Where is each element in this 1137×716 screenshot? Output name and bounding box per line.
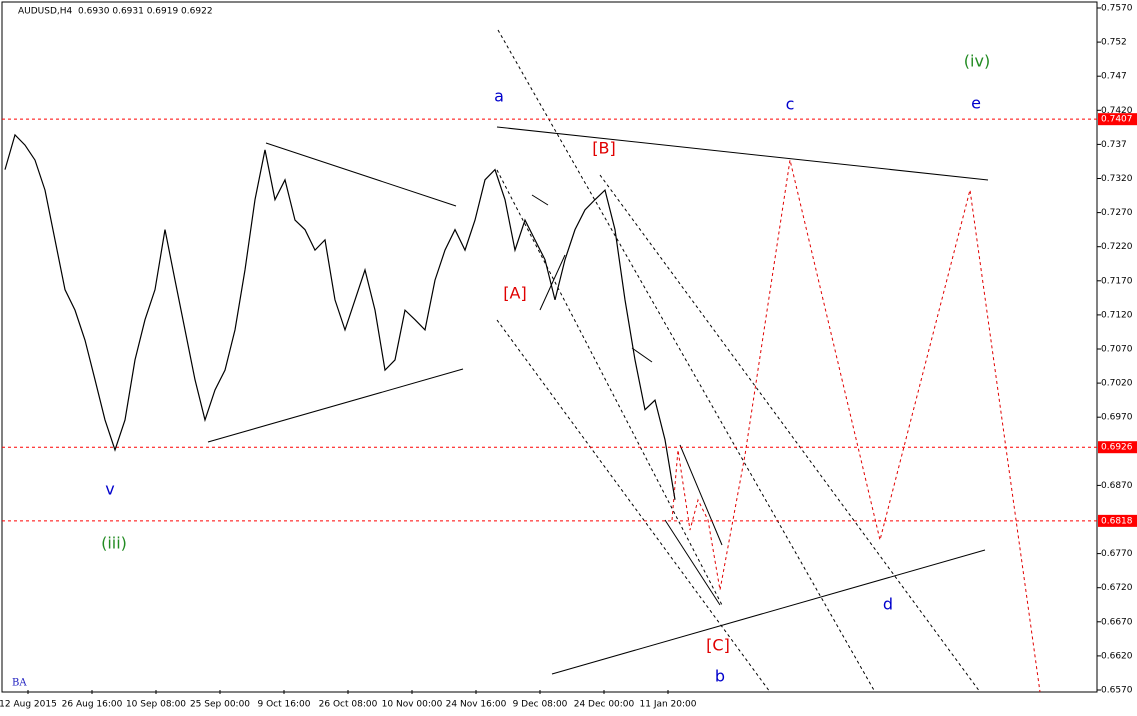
level-box xyxy=(1098,514,1137,527)
y-tick-label: 0.7170 xyxy=(1101,276,1133,286)
y-tick-label: 0.6570 xyxy=(1101,686,1133,696)
level-label: 0.6926 xyxy=(1101,443,1133,453)
y-tick-label: 0.6720 xyxy=(1101,583,1133,593)
wave-label: [A] xyxy=(503,284,526,303)
level-label: 0.7407 xyxy=(1101,115,1133,125)
y-tick-label: 0.7120 xyxy=(1101,310,1133,320)
wave-label: c xyxy=(786,95,795,114)
price-line xyxy=(4,133,676,500)
y-tick-label: 0.6620 xyxy=(1101,651,1133,661)
wave-label: a xyxy=(494,87,504,106)
y-tick-label: 0.7320 xyxy=(1101,174,1133,184)
x-tick-label: 25 Sep 00:00 xyxy=(190,700,250,710)
y-tick-label: 0.7570 xyxy=(1101,4,1133,14)
wave-label: [B] xyxy=(592,139,615,158)
x-tick-label: 10 Nov 00:00 xyxy=(382,700,443,710)
x-tick-label: 26 Aug 16:00 xyxy=(62,700,123,710)
wave-label: [C] xyxy=(706,636,730,655)
plot-frame xyxy=(1,1,1098,693)
wave-label: v xyxy=(105,480,114,499)
level-label: 0.6818 xyxy=(1101,516,1133,526)
wave-label: d xyxy=(883,595,893,614)
wave-label: (iv) xyxy=(964,52,990,71)
x-tick-label: 9 Oct 16:00 xyxy=(258,700,311,710)
x-tick-label: 26 Oct 08:00 xyxy=(319,700,378,710)
y-tick-label: 0.752 xyxy=(1101,38,1127,48)
y-tick-label: 0.737 xyxy=(1101,140,1127,150)
y-tick-label: 0.7020 xyxy=(1101,379,1133,389)
watermark: BA xyxy=(12,678,27,689)
x-tick-label: 24 Dec 00:00 xyxy=(574,700,635,710)
y-tick-label: 0.6970 xyxy=(1101,413,1133,423)
y-tick-label: 0.747 xyxy=(1101,72,1127,82)
wave-label: b xyxy=(715,667,725,686)
x-tick-label: 10 Sep 08:00 xyxy=(126,700,186,710)
y-tick-label: 0.7420 xyxy=(1101,106,1133,116)
quote: 0.6930 0.6931 0.6919 0.6922 xyxy=(78,7,213,17)
y-tick-label: 0.6870 xyxy=(1101,481,1133,491)
y-tick-label: 0.7070 xyxy=(1101,345,1133,355)
y-tick-label: 0.7270 xyxy=(1101,208,1133,218)
y-tick-label: 0.6770 xyxy=(1101,549,1133,559)
y-tick-label: 0.7220 xyxy=(1101,242,1133,252)
trend-lines xyxy=(207,126,989,675)
wave-label: (iii) xyxy=(101,534,127,553)
y-tick-label: 0.6670 xyxy=(1101,617,1133,627)
symbol: AUDUSD,H4 xyxy=(18,7,73,17)
wave-label: e xyxy=(971,94,981,113)
level-box xyxy=(1098,441,1137,454)
x-tick-label: 24 Nov 16:00 xyxy=(446,700,507,710)
x-tick-label: 12 Aug 2015 xyxy=(0,700,57,710)
level-box xyxy=(1098,113,1137,126)
x-tick-label: 9 Dec 08:00 xyxy=(513,700,568,710)
channel-lines xyxy=(496,29,981,693)
x-tick-label: 11 Jan 20:00 xyxy=(640,700,697,710)
